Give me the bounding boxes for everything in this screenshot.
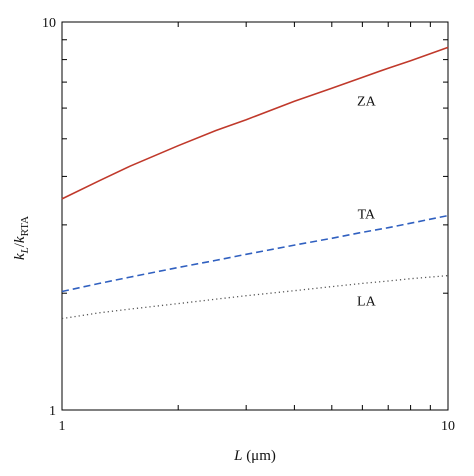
series-group [61,46,449,320]
series-line-za [61,46,449,200]
series-line-la [61,274,449,320]
y-tick-label: 1 [49,404,56,419]
series-label-za: ZA [357,94,377,109]
tick-labels-group: 1 10 1 10 [42,16,455,434]
x-tick-label: 1 [59,419,66,434]
series-line-ta [61,214,449,293]
x-tick-label: 10 [441,419,455,434]
y-tick-label: 10 [42,16,56,31]
ticks-group [61,21,449,411]
series-label-ta: TA [358,207,376,222]
plot-frame [61,21,449,411]
series-label-la: LA [357,294,377,309]
series-labels-group: ZA TA LA [357,94,377,309]
y-axis-label: kL/kRTA [12,216,31,260]
x-axis-label: L (μm) [233,448,276,464]
